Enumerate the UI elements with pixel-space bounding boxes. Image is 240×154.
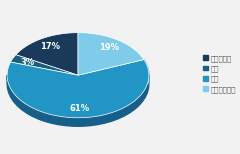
Polygon shape bbox=[11, 55, 78, 75]
Polygon shape bbox=[78, 33, 144, 75]
Text: 3%: 3% bbox=[20, 58, 34, 67]
Polygon shape bbox=[7, 60, 149, 118]
Text: 61%: 61% bbox=[70, 104, 90, 113]
Polygon shape bbox=[16, 33, 78, 75]
Legend: 高中及以下, 专科, 本科, 研究生及以上: 高中及以下, 专科, 本科, 研究生及以上 bbox=[203, 55, 237, 93]
Text: 17%: 17% bbox=[40, 42, 60, 51]
Polygon shape bbox=[7, 75, 149, 126]
Text: 19%: 19% bbox=[99, 43, 119, 52]
Polygon shape bbox=[144, 60, 149, 84]
